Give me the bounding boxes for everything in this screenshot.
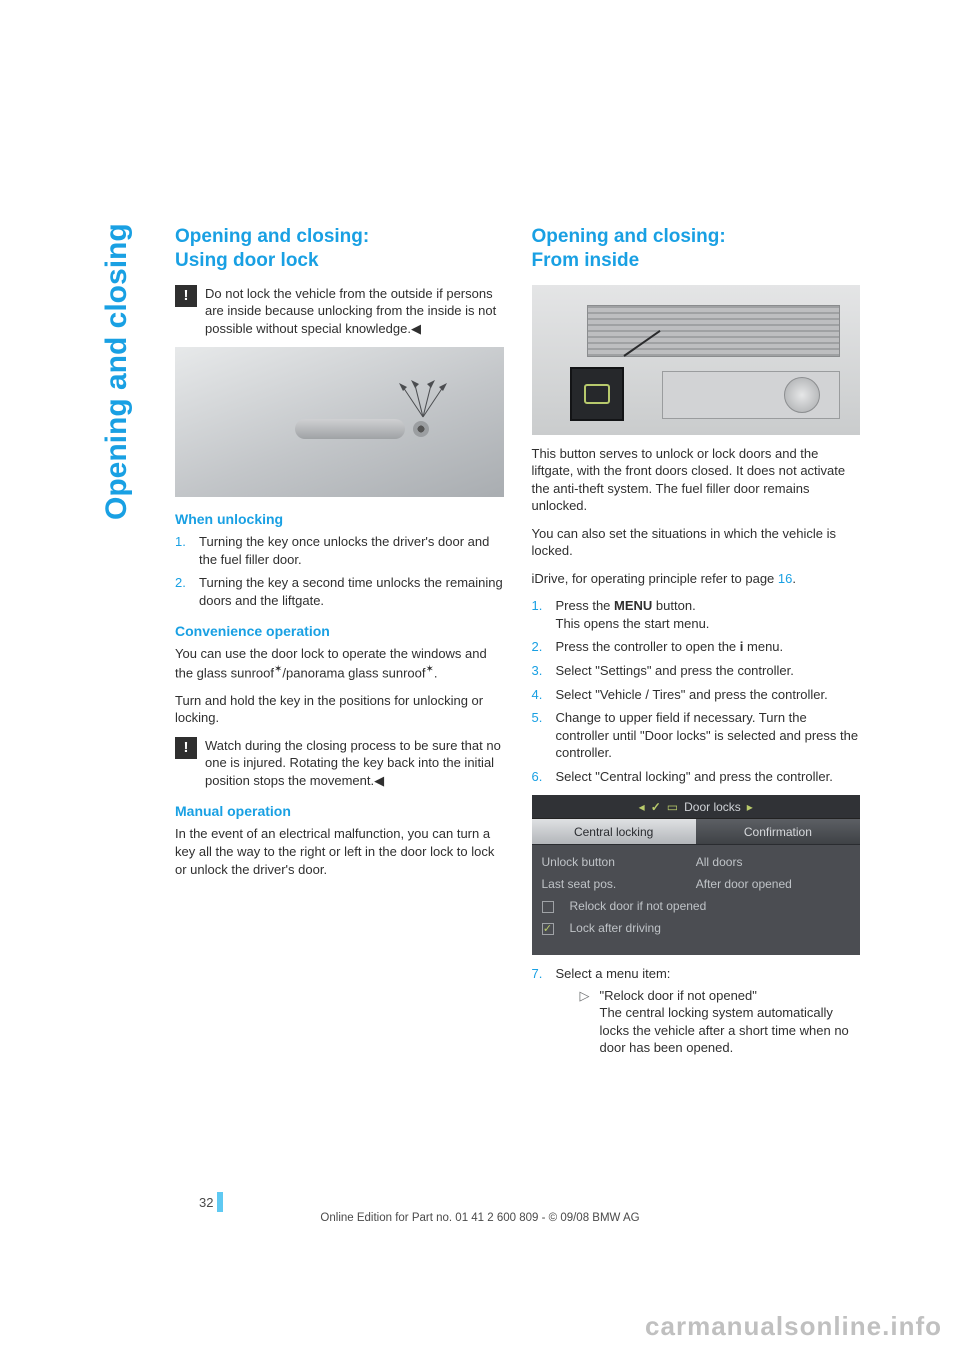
warning-icon: ! <box>175 737 197 759</box>
left-heading-line2: Using door lock <box>175 250 319 271</box>
right-p2: You can also set the situations in which… <box>532 525 861 560</box>
unlocking-list: 1.Turning the key once unlocks the drive… <box>175 533 504 609</box>
list-text: Press the MENU button.This opens the sta… <box>556 597 861 632</box>
figure-dashboard-knob <box>784 377 820 413</box>
screen-row: Lock after driving <box>542 917 851 939</box>
list-number: 7. <box>532 965 548 1063</box>
right-heading-line2: From inside <box>532 250 640 271</box>
screen-tab-confirmation: Confirmation <box>696 819 860 845</box>
list-item: 4. Select "Vehicle / Tires" and press the… <box>532 686 861 704</box>
content: Opening and closing: Using door lock ! D… <box>175 225 860 1073</box>
screen-row-label: Last seat pos. <box>542 877 696 891</box>
watermark: carmanualsonline.info <box>645 1311 942 1342</box>
h2-convenience: Convenience operation <box>175 623 504 639</box>
screen-row-label: Unlock button <box>542 855 696 869</box>
warning-2-text: Watch during the closing process to be s… <box>205 737 504 790</box>
lock-button-icon <box>584 384 610 404</box>
manual-p: In the event of an electrical malfunctio… <box>175 825 504 878</box>
convenience-p2: Turn and hold the key in the positions f… <box>175 692 504 727</box>
list-number: 1. <box>532 597 548 632</box>
convenience-p1: You can use the door lock to operate the… <box>175 645 504 681</box>
list-number: 2. <box>532 638 548 656</box>
check-icon: ✓ <box>651 800 661 814</box>
list-item: 1.Turning the key once unlocks the drive… <box>175 533 504 568</box>
list-number: 2. <box>175 574 191 609</box>
screen-breadcrumb-label: Door locks <box>684 800 741 814</box>
h2-when-unlocking: When unlocking <box>175 511 504 527</box>
warning-1: ! Do not lock the vehicle from the outsi… <box>175 285 504 338</box>
list-item: 3. Select "Settings" and press the contro… <box>532 662 861 680</box>
screen-row: Relock door if not opened <box>542 895 851 917</box>
list-number: 6. <box>532 768 548 786</box>
steps-list-7: 7. Select a menu item: ▷ "Relock door if… <box>532 965 861 1063</box>
figure-dashboard-vents <box>587 305 841 357</box>
screen-tab-central-locking: Central locking <box>532 819 696 845</box>
figure-dashboard <box>532 285 861 435</box>
page-link-16: 16 <box>778 571 792 586</box>
warning-1-text: Do not lock the vehicle from the outside… <box>205 285 504 338</box>
list-text: Change to upper field if necessary. Turn… <box>556 709 861 762</box>
list-text: Select "Settings" and press the controll… <box>556 662 861 680</box>
left-heading-line1: Opening and closing: <box>175 226 369 247</box>
page-number-wrap: 32 <box>199 1192 223 1212</box>
right-column: Opening and closing: From inside This bu… <box>532 225 861 1073</box>
screen-checkbox-checked <box>542 921 562 935</box>
steps-list: 1.Press the MENU button.This opens the s… <box>532 597 861 785</box>
screen-row-value: After door opened <box>696 877 850 891</box>
list-item: 7. Select a menu item: ▷ "Relock door if… <box>532 965 861 1063</box>
screen-row: Unlock button All doors <box>542 851 851 873</box>
warning-2: ! Watch during the closing process to be… <box>175 737 504 790</box>
screen-breadcrumb: ◂ ✓ ▭ Door locks ▸ <box>532 795 861 819</box>
screen-rows: Unlock button All doors Last seat pos. A… <box>532 845 861 945</box>
list-text: Turning the key once unlocks the driver'… <box>199 533 504 568</box>
footer: Online Edition for Part no. 01 41 2 600 … <box>0 1212 960 1224</box>
left-column: Opening and closing: Using door lock ! D… <box>175 225 504 1073</box>
figure-door-handle <box>175 347 504 497</box>
right-p1: This button serves to unlock or lock doo… <box>532 445 861 515</box>
right-heading-line1: Opening and closing: <box>532 226 726 247</box>
chevron-left-icon: ◂ <box>639 800 645 814</box>
screen-checkbox-unchecked <box>542 899 562 913</box>
right-p3: iDrive, for operating principle refer to… <box>532 570 861 588</box>
page: Opening and closing Opening and closing:… <box>0 0 960 1358</box>
screen-row-value: All doors <box>696 855 850 869</box>
screen-row-label: Lock after driving <box>570 921 661 935</box>
right-heading: Opening and closing: From inside <box>532 225 861 273</box>
car-icon: ▭ <box>667 800 678 814</box>
footnote-star: ✶ <box>426 664 434 675</box>
list-text: Press the controller to open the i menu. <box>556 638 861 656</box>
figure-lock-button-callout <box>570 367 624 421</box>
list-text: Select "Vehicle / Tires" and press the c… <box>556 686 861 704</box>
list-item: 5.Change to upper field if necessary. Tu… <box>532 709 861 762</box>
list-item: 6. Select "Central locking" and press the… <box>532 768 861 786</box>
h2-manual: Manual operation <box>175 803 504 819</box>
chevron-right-icon: ▸ <box>747 800 753 814</box>
figure-door-handle-grip <box>295 419 405 439</box>
page-number: 32 <box>199 1195 213 1210</box>
list-text: Turning the key a second time unlocks th… <box>199 574 504 609</box>
page-number-bar <box>217 1192 223 1212</box>
figure-door-arrows <box>393 377 453 419</box>
warning-icon: ! <box>175 285 197 307</box>
left-heading: Opening and closing: Using door lock <box>175 225 504 273</box>
side-tab: Opening and closing <box>100 223 134 520</box>
list-text: Select "Central locking" and press the c… <box>556 768 861 786</box>
list-number: 1. <box>175 533 191 568</box>
screen-tabs: Central locking Confirmation <box>532 819 861 845</box>
screen-row: Last seat pos. After door opened <box>542 873 851 895</box>
list-text: Select a menu item: ▷ "Relock door if no… <box>556 965 861 1063</box>
list-item: 2. Press the controller to open the i men… <box>532 638 861 656</box>
sublist: ▷ "Relock door if not opened" The centra… <box>556 987 861 1057</box>
figure-idrive-screen: ◂ ✓ ▭ Door locks ▸ Central locking Confi… <box>532 795 861 955</box>
sublist-text: "Relock door if not opened" The central … <box>600 987 861 1057</box>
list-number: 4. <box>532 686 548 704</box>
screen-row-label: Relock door if not opened <box>570 899 707 913</box>
sublist-item: ▷ "Relock door if not opened" The centra… <box>580 987 861 1057</box>
list-number: 3. <box>532 662 548 680</box>
bullet-icon: ▷ <box>580 987 592 1057</box>
list-item: 1.Press the MENU button.This opens the s… <box>532 597 861 632</box>
list-item: 2.Turning the key a second time unlocks … <box>175 574 504 609</box>
list-number: 5. <box>532 709 548 762</box>
